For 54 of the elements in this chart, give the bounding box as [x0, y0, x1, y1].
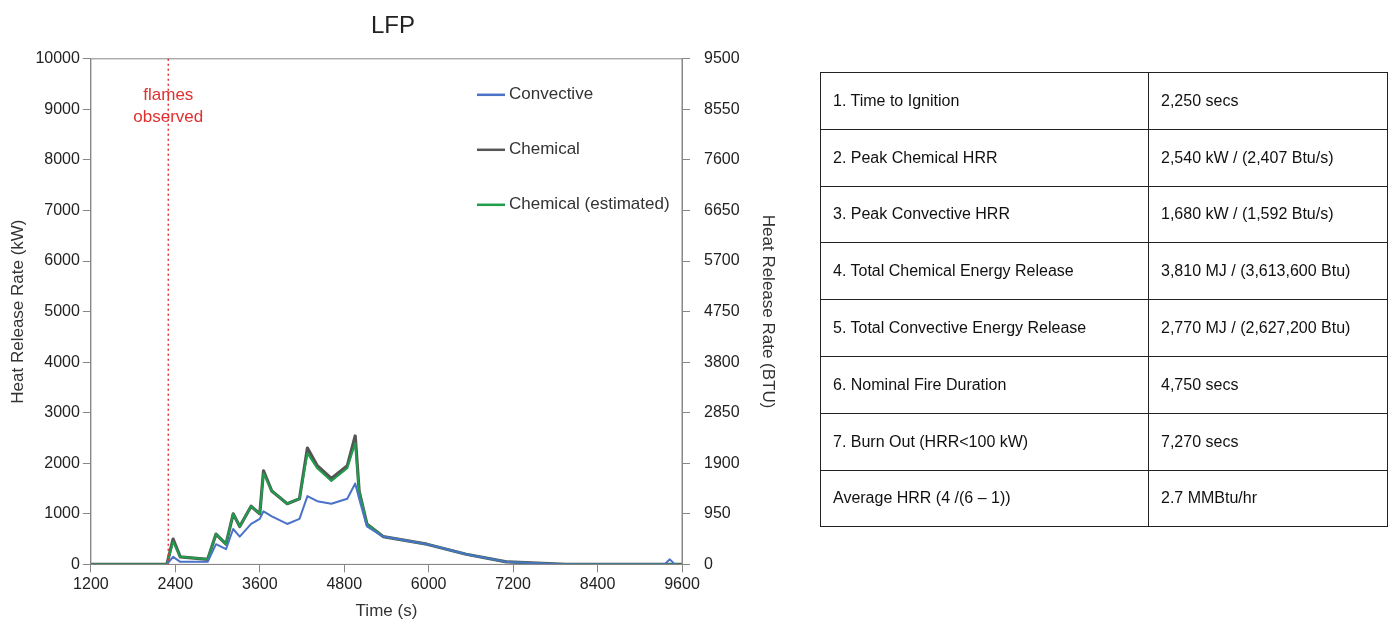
y2-tick-label: 3800: [704, 352, 740, 370]
y2-tick-label: 9500: [704, 49, 740, 67]
x-tick-label: 9600: [664, 575, 700, 593]
text: 2,770 MJ / (2,627,200 Btu): [1148, 299, 1388, 357]
x-axis-title: Time (s): [355, 601, 418, 621]
y2-tick-label: 2850: [704, 403, 740, 421]
x-tick-label: 7200: [495, 575, 532, 593]
text: Average HRR (4 /(6 – 1)): [820, 470, 1149, 527]
y2-tick-label: 8550: [704, 99, 740, 117]
x-tick-label: 3600: [241, 575, 278, 593]
y-tick-label: 9000: [44, 99, 80, 117]
y-tick-label: 0: [70, 554, 80, 572]
y2-axis-title: Heat Release Rate (BTU): [759, 214, 779, 409]
text: 2,540 kW / (2,407 Btu/s): [1148, 129, 1388, 187]
y2-tick-label: 7600: [704, 150, 740, 168]
chart-title: LFP: [370, 11, 416, 39]
y2-tick-label: 1900: [704, 453, 740, 471]
text: 3,810 MJ / (3,613,600 Btu): [1148, 242, 1388, 300]
text: 1. Time to Ignition: [820, 72, 1149, 130]
y-tick-label: 7000: [44, 200, 80, 218]
x-tick-label: 1200: [73, 575, 109, 593]
y2-tick-label: 0: [704, 554, 714, 572]
text: 5. Total Convective Energy Release: [820, 299, 1149, 357]
text: 2.7 MMBtu/hr: [1148, 470, 1388, 527]
legend-label: Chemical: [509, 139, 580, 159]
y-tick-label: 8000: [44, 150, 80, 168]
text: 1,680 kW / (1,592 Btu/s): [1148, 186, 1388, 243]
x-tick-label: 4800: [326, 575, 363, 593]
y-tick-label: 2000: [44, 453, 80, 471]
legend-label: Chemical (estimated): [509, 194, 670, 214]
x-tick-label: 6000: [410, 575, 447, 593]
text: 3. Peak Convective HRR: [820, 186, 1149, 243]
y-axis-title: Heat Release Rate (kW): [7, 219, 27, 404]
y-tick-label: 4000: [44, 352, 80, 370]
y-tick-label: 6000: [44, 251, 80, 269]
y2-tick-label: 950: [704, 504, 731, 522]
y-tick-label: 1000: [44, 504, 80, 522]
ref-line-label: flames observed: [133, 84, 204, 126]
text: 2. Peak Chemical HRR: [820, 129, 1149, 187]
x-tick-label: 2400: [157, 575, 194, 593]
y2-tick-label: 6650: [704, 200, 740, 218]
y2-tick-label: 4750: [704, 302, 740, 320]
legend-label: Convective: [509, 84, 594, 104]
text: 7. Burn Out (HRR<100 kW): [820, 413, 1149, 471]
y-tick-label: 5000: [44, 302, 80, 320]
y-tick-label: 3000: [44, 403, 80, 421]
y2-tick-label: 5700: [704, 251, 740, 269]
text: 6. Nominal Fire Duration: [820, 356, 1149, 414]
text: 4,750 secs: [1148, 356, 1388, 414]
x-tick-label: 8400: [579, 575, 616, 593]
y-tick-label: 10000: [35, 49, 80, 67]
text: 2,250 secs: [1148, 72, 1388, 130]
text: 7,270 secs: [1148, 413, 1388, 471]
text: 4. Total Chemical Energy Release: [820, 242, 1149, 300]
